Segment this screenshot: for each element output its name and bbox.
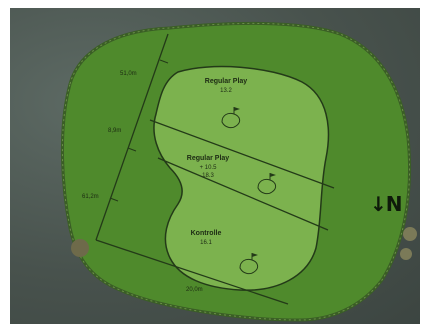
aerial-photo: Regular Play 13.2 Regular Play + 10.5 18… xyxy=(10,8,420,324)
tick-1 xyxy=(159,59,169,64)
tree-clump xyxy=(403,227,417,241)
pin-icon xyxy=(221,107,241,129)
north-arrow-icon: ↓N xyxy=(370,192,402,216)
zone-divider-2 xyxy=(157,157,329,231)
zone-area-bottom: 16.1 xyxy=(200,240,212,246)
zone-area-top: 13.2 xyxy=(220,88,232,94)
zone-label-bottom: Kontrolle xyxy=(190,230,222,237)
pin-icon xyxy=(257,173,277,195)
zone-area-middle: 18.3 xyxy=(202,173,214,179)
measure-label-low: 61,2m xyxy=(82,194,99,200)
tick-2 xyxy=(127,147,137,152)
tree-clump xyxy=(71,239,89,257)
measure-label-mid: 8,9m xyxy=(108,128,122,134)
zone-divider-1 xyxy=(149,119,335,189)
green-area xyxy=(153,65,330,291)
pin-icon xyxy=(239,253,259,275)
measure-label-top: 51,0m xyxy=(120,71,137,77)
tick-3 xyxy=(109,197,119,202)
measure-line-south xyxy=(95,239,289,305)
map-graphics xyxy=(60,21,417,322)
measure-line-west xyxy=(95,33,169,241)
zone-extra-middle: + 10.5 xyxy=(199,165,217,171)
tree-clump xyxy=(400,248,412,260)
zone-label-middle: Regular Play xyxy=(186,155,230,162)
zone-label-top: Regular Play xyxy=(204,78,248,85)
fairway-edge xyxy=(61,22,411,321)
measure-label-south: 20,0m xyxy=(186,287,203,293)
